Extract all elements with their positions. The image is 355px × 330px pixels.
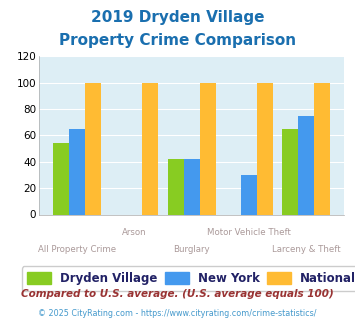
Bar [142,82,158,214]
Text: Property Crime Comparison: Property Crime Comparison [59,33,296,48]
Bar [168,159,184,214]
Text: © 2025 CityRating.com - https://www.cityrating.com/crime-statistics/: © 2025 CityRating.com - https://www.city… [38,309,317,317]
Bar [315,82,331,214]
Bar [184,159,200,214]
Text: Motor Vehicle Theft: Motor Vehicle Theft [207,228,291,237]
Bar [241,175,257,214]
Bar [85,82,101,214]
Text: Arson: Arson [122,228,147,237]
Legend: Dryden Village, New York, National: Dryden Village, New York, National [22,266,355,291]
Text: Larceny & Theft: Larceny & Theft [272,245,341,254]
Bar [53,143,69,214]
Text: 2019 Dryden Village: 2019 Dryden Village [91,10,264,25]
Bar [200,82,216,214]
Text: All Property Crime: All Property Crime [38,245,116,254]
Bar [69,129,85,214]
Bar [282,129,298,214]
Bar [257,82,273,214]
Text: Compared to U.S. average. (U.S. average equals 100): Compared to U.S. average. (U.S. average … [21,289,334,299]
Bar [298,115,315,214]
Text: Burglary: Burglary [173,245,210,254]
